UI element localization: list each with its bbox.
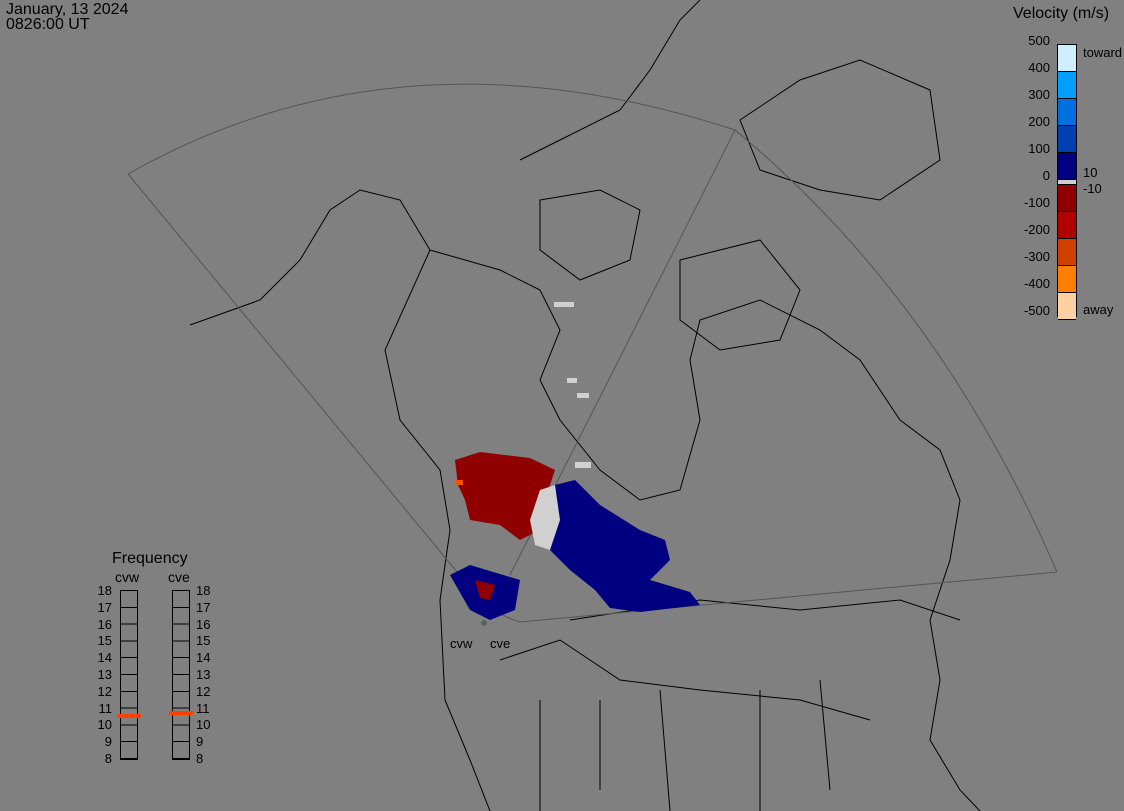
frequency-tick: 10 <box>97 717 112 733</box>
colorbar-tick: 400 <box>1028 60 1050 75</box>
echo-cell <box>455 480 463 485</box>
echo-region-low <box>530 485 560 550</box>
colorbar-segment <box>1058 45 1076 72</box>
colorbar-segment <box>1058 153 1076 180</box>
frequency-tick: 8 <box>104 751 112 766</box>
freq-radar-cvw: cvw <box>115 569 140 585</box>
time-label: 0826:00 UT <box>6 16 90 33</box>
frequency-tick: 18 <box>196 583 211 598</box>
frequency-tick: 14 <box>196 650 211 666</box>
colorbar-tick: -200 <box>1023 222 1050 237</box>
echo-region-toward <box>545 480 700 612</box>
neg-threshold-label: -10 <box>1083 181 1102 196</box>
frequency-tick: 17 <box>97 599 112 615</box>
toward-label: toward <box>1083 45 1123 60</box>
frequency-tick: 9 <box>196 734 204 750</box>
away-label: away <box>1083 302 1114 317</box>
velocity-scatter <box>450 302 700 620</box>
colorbar-tick: 100 <box>1028 141 1050 156</box>
radar-label-cve: cve <box>490 636 511 651</box>
colorbar-title: Velocity (m/s) <box>1013 5 1110 22</box>
date-label: January, 13 2024 <box>6 1 129 18</box>
frequency-tick: 16 <box>196 616 211 632</box>
colorbar-segment <box>1058 266 1076 293</box>
frequency-tick: 11 <box>196 700 210 716</box>
radar-site-marker <box>481 620 487 626</box>
frequency-bar-cvw <box>120 590 138 760</box>
colorbar-segment <box>1058 180 1076 185</box>
echo-cell <box>554 302 574 307</box>
colorbar-segment <box>1058 239 1076 266</box>
frequency-tick: 12 <box>196 683 211 699</box>
frequency-tick: 16 <box>97 616 112 632</box>
frequency-title: Frequency <box>112 550 188 567</box>
velocity-colorbar <box>1057 44 1077 320</box>
frequency-tick: 18 <box>97 583 112 598</box>
frequency-tick: 15 <box>196 633 211 649</box>
colorbar-tick: -300 <box>1023 249 1050 264</box>
colorbar-segment <box>1058 212 1076 239</box>
colorbar-segment <box>1058 99 1076 126</box>
colorbar-segment <box>1058 293 1076 320</box>
frequency-marker <box>117 714 141 718</box>
colorbar-tick: -400 <box>1023 276 1050 291</box>
echo-region-away-near <box>475 580 495 600</box>
frequency-tick: 13 <box>196 667 211 682</box>
colorbar-tick: -500 <box>1023 303 1050 318</box>
colorbar-tick: 300 <box>1028 87 1050 102</box>
freq-radar-cve: cve <box>168 569 190 585</box>
frequency-tick: 9 <box>104 734 112 750</box>
frequency-bar-cve <box>172 590 190 760</box>
frequency-marker <box>169 710 193 715</box>
echo-cell <box>577 393 589 398</box>
frequency-tick: 10 <box>196 717 211 733</box>
frequency-tick: 11 <box>98 700 113 716</box>
radar-label-cvw: cvw <box>450 636 473 651</box>
frequency-tick: 15 <box>97 633 112 649</box>
pos-threshold-label: 10 <box>1083 165 1098 180</box>
echo-region-away <box>455 452 555 540</box>
colorbar-tick: -100 <box>1023 195 1050 210</box>
frequency-tick: 12 <box>97 683 112 699</box>
coastlines <box>189 0 981 811</box>
colorbar-tick: 500 <box>1028 33 1050 48</box>
colorbar-segment <box>1058 126 1076 153</box>
colorbar-tick: 0 <box>1042 168 1050 183</box>
colorbar-tick: 200 <box>1028 114 1050 129</box>
echo-cell <box>575 462 591 468</box>
colorbar-segment <box>1058 72 1076 99</box>
frequency-tick: 8 <box>196 751 204 766</box>
frequency-tick: 14 <box>97 650 112 666</box>
colorbar-segment <box>1058 185 1076 212</box>
frequency-tick: 13 <box>97 667 112 682</box>
echo-cell <box>567 378 577 383</box>
frequency-tick: 17 <box>196 599 211 615</box>
